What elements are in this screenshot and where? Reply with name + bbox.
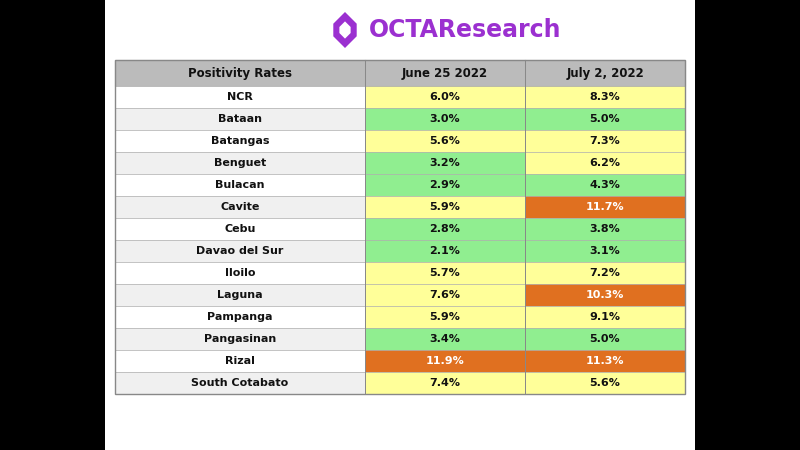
Text: 2.1%: 2.1% [430,246,461,256]
Text: 3.0%: 3.0% [430,114,460,124]
Text: 2.9%: 2.9% [430,180,461,190]
Bar [365,262,525,284]
Text: 5.0%: 5.0% [590,114,620,124]
Text: 7.3%: 7.3% [590,136,620,146]
Text: Benguet: Benguet [214,158,266,168]
Polygon shape [339,21,350,39]
Text: Cavite: Cavite [220,202,260,212]
Text: Laguna: Laguna [217,290,263,300]
Text: July 2, 2022: July 2, 2022 [566,67,644,80]
Text: Bataan: Bataan [218,114,262,124]
Bar [365,174,525,196]
Text: Cebu: Cebu [224,224,256,234]
Bar [525,218,685,240]
Bar [525,174,685,196]
Text: 7.6%: 7.6% [430,290,461,300]
Text: Batangas: Batangas [210,136,270,146]
Text: Rizal: Rizal [225,356,255,366]
Bar [365,108,525,130]
Text: 11.7%: 11.7% [586,202,624,212]
Bar [525,306,685,328]
Text: 7.2%: 7.2% [590,268,621,278]
Text: OCTAResearch: OCTAResearch [369,18,562,42]
Text: June 25 2022: June 25 2022 [402,67,488,80]
Bar [525,86,685,108]
Bar [365,86,525,108]
Text: Davao del Sur: Davao del Sur [196,246,284,256]
Bar [525,372,685,394]
Bar [115,306,365,328]
Bar [365,350,525,372]
Text: 9.1%: 9.1% [590,312,621,322]
Bar [115,328,365,350]
Bar [365,152,525,174]
Bar [365,372,525,394]
Bar [115,372,365,394]
Bar [115,130,365,152]
Text: 5.9%: 5.9% [430,312,461,322]
Text: 5.6%: 5.6% [590,378,621,388]
Bar [525,152,685,174]
Bar [115,262,365,284]
Bar [525,108,685,130]
Bar [525,328,685,350]
Text: 11.3%: 11.3% [586,356,624,366]
Text: Iloilo: Iloilo [225,268,255,278]
Polygon shape [334,12,357,48]
Text: 6.0%: 6.0% [430,92,461,102]
Bar [365,284,525,306]
Bar [365,328,525,350]
Text: 3.8%: 3.8% [590,224,620,234]
Bar [525,196,685,218]
Bar [365,306,525,328]
Text: 3.4%: 3.4% [430,334,461,344]
Text: Bulacan: Bulacan [215,180,265,190]
Text: Pampanga: Pampanga [207,312,273,322]
Bar [525,262,685,284]
Bar [115,218,365,240]
Text: 7.4%: 7.4% [430,378,461,388]
Bar [115,108,365,130]
Bar [115,196,365,218]
Text: 10.3%: 10.3% [586,290,624,300]
Text: 8.3%: 8.3% [590,92,620,102]
Text: 4.3%: 4.3% [590,180,621,190]
Bar [115,284,365,306]
Bar [525,350,685,372]
Bar [365,240,525,262]
Bar [365,130,525,152]
Bar [365,196,525,218]
Text: 11.9%: 11.9% [426,356,464,366]
Text: Positivity Rates: Positivity Rates [188,67,292,80]
Bar [115,60,685,394]
Bar [115,152,365,174]
Bar [525,240,685,262]
Text: 6.2%: 6.2% [590,158,621,168]
Text: South Cotabato: South Cotabato [191,378,289,388]
Text: 5.0%: 5.0% [590,334,620,344]
Text: 5.9%: 5.9% [430,202,461,212]
Text: 5.6%: 5.6% [430,136,461,146]
Bar [525,284,685,306]
Bar [525,130,685,152]
Bar [115,60,685,86]
Text: Pangasinan: Pangasinan [204,334,276,344]
Bar [115,174,365,196]
Text: 2.8%: 2.8% [430,224,461,234]
Bar [115,350,365,372]
Text: NCR: NCR [227,92,253,102]
Bar [115,86,365,108]
Bar [115,240,365,262]
Text: 5.7%: 5.7% [430,268,460,278]
FancyBboxPatch shape [105,0,695,450]
Bar [365,218,525,240]
Text: 3.2%: 3.2% [430,158,460,168]
Text: 3.1%: 3.1% [590,246,620,256]
